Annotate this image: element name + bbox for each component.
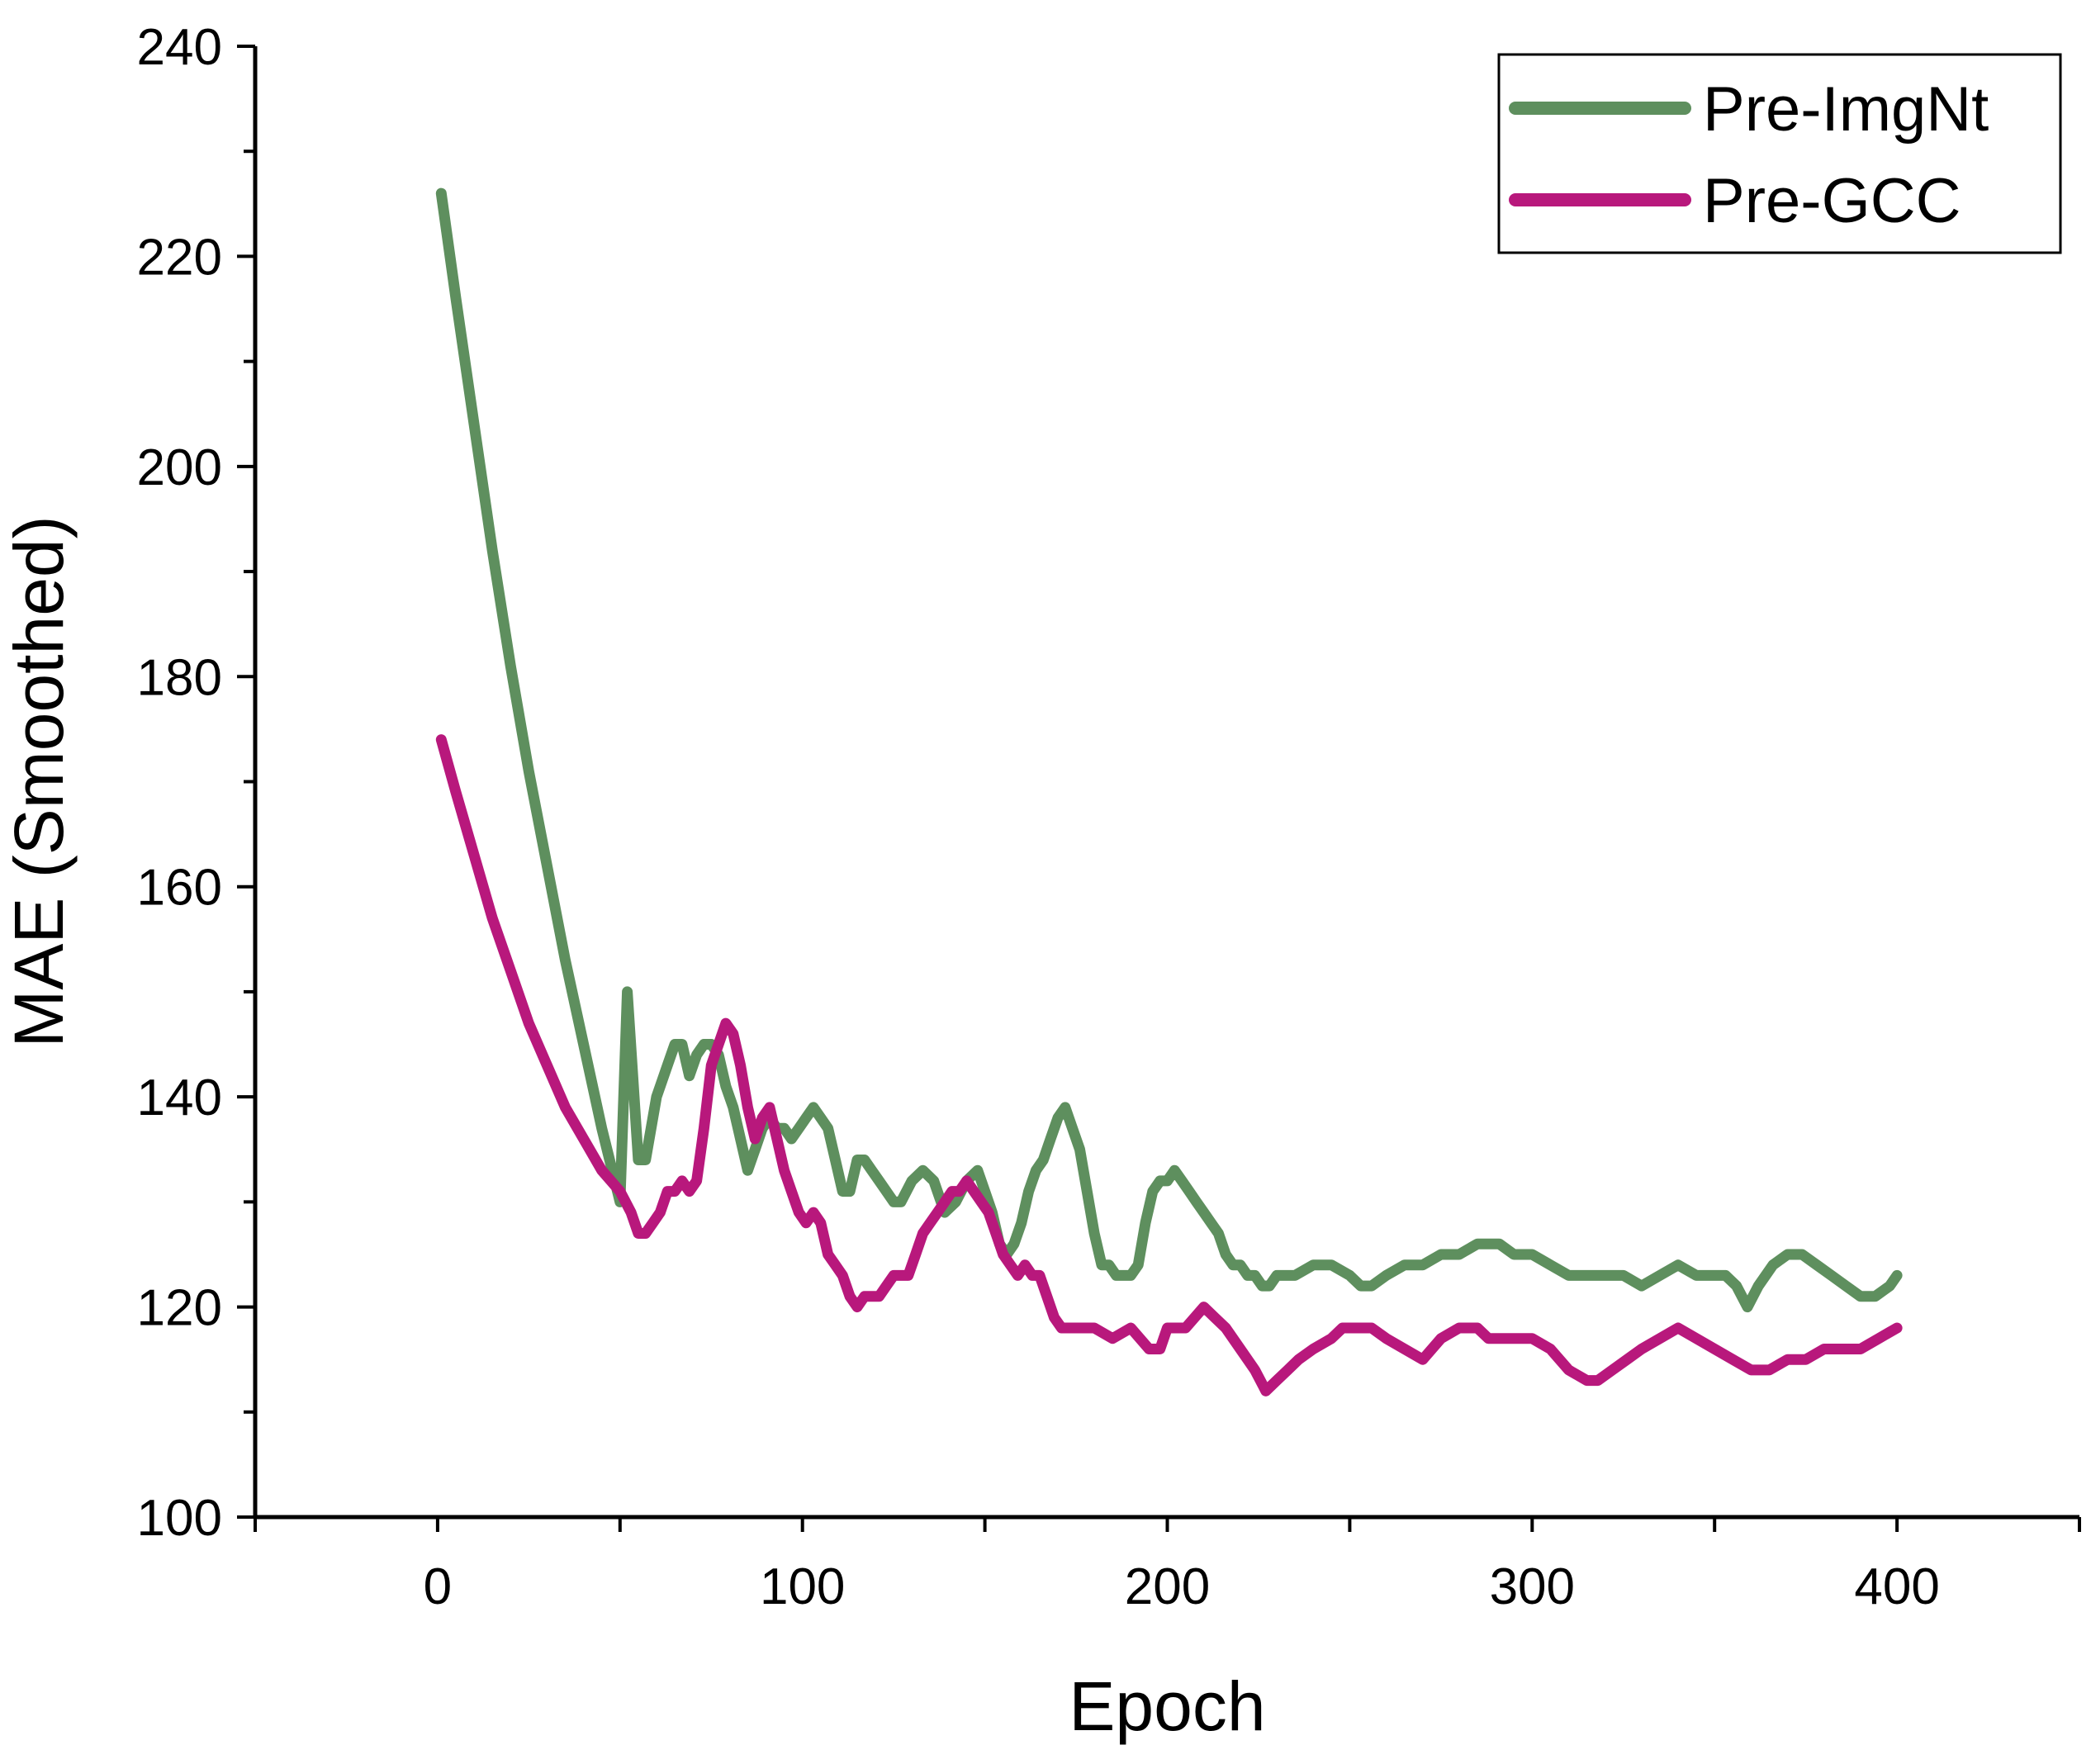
x-tick-label: 200 <box>1125 1558 1210 1615</box>
legend: Pre-ImgNt Pre-GCC <box>1497 53 2062 254</box>
x-axis-title: Epoch <box>1069 1667 1265 1745</box>
series-line-pre-imgnt <box>435 187 1903 1313</box>
legend-box <box>1497 53 2062 254</box>
y-axis-ticks: 100 120 140 160 180 200 220 240 <box>137 19 255 1547</box>
y-tick-label: 120 <box>137 1280 222 1337</box>
x-tick-label: 300 <box>1490 1558 1575 1615</box>
y-tick-label: 200 <box>137 439 222 496</box>
y-tick-label: 100 <box>137 1490 222 1547</box>
series-lines <box>435 187 1903 1396</box>
x-axis-ticks: 0 100 200 300 400 <box>254 1517 2081 1615</box>
y-tick-label: 220 <box>137 229 222 286</box>
x-tick-label: 100 <box>760 1558 845 1615</box>
legend-label-pre-gcc: Pre-GCC <box>1703 166 1961 236</box>
x-tick-label: 0 <box>424 1558 452 1615</box>
y-tick-label: 160 <box>137 860 222 917</box>
y-axis-title: MAE (Smoothed) <box>0 515 78 1047</box>
y-tick-label: 240 <box>137 19 222 76</box>
x-tick-label: 400 <box>1854 1558 1939 1615</box>
y-tick-label: 180 <box>137 649 222 706</box>
series-line-pre-gcc <box>435 734 1903 1396</box>
legend-label-pre-imgnt: Pre-ImgNt <box>1703 74 1989 145</box>
y-tick-label: 140 <box>137 1069 222 1126</box>
